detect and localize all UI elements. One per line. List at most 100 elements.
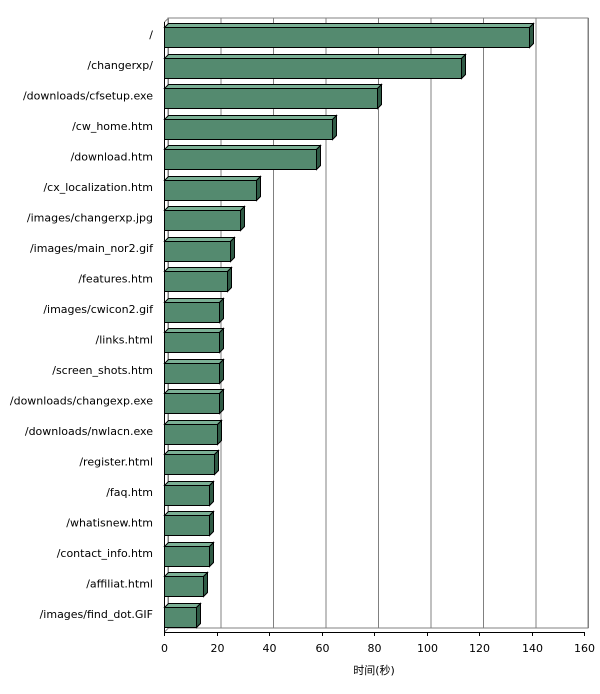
x-tick-label: 40 (263, 642, 277, 655)
bar-top (163, 359, 225, 364)
category-label: /whatisnew.htm (66, 516, 153, 529)
bar-top (163, 145, 322, 150)
bar-top (163, 603, 202, 608)
bar-side (217, 419, 222, 446)
category-label: /images/changerxp.jpg (27, 211, 153, 224)
category-label: /contact_info.htm (57, 547, 153, 560)
category-label: /downloads/nwlacn.exe (25, 425, 153, 438)
bar-side (316, 144, 321, 171)
category-label: /images/find_dot.GIF (40, 608, 153, 621)
bar-front (164, 515, 210, 536)
bar-front (164, 271, 228, 292)
bar-top (163, 237, 236, 242)
bar (163, 388, 225, 415)
bar-top (163, 84, 383, 89)
bar (163, 358, 225, 385)
x-tick-label: 120 (469, 642, 490, 655)
category-label: /images/cwicon2.gif (43, 303, 154, 316)
x-tick-label: 60 (316, 642, 330, 655)
category-label: /downloads/changexp.exe (10, 394, 153, 407)
bar (163, 297, 225, 324)
bar-top (163, 481, 215, 486)
bar-top (163, 389, 225, 394)
bar (163, 83, 383, 110)
bar-top (163, 542, 215, 547)
x-tick-label: 160 (574, 642, 595, 655)
bar-front (164, 424, 218, 445)
bar-side (214, 449, 219, 476)
bar-top (163, 115, 338, 120)
bar (163, 53, 467, 80)
category-label: /screen_shots.htm (52, 364, 153, 377)
bar-top (163, 420, 223, 425)
bar (163, 266, 233, 293)
bar (163, 449, 220, 476)
bar-side (219, 388, 224, 415)
bar-front (164, 241, 231, 262)
bar (163, 602, 202, 629)
x-tick-label: 20 (211, 642, 225, 655)
bar-side (209, 510, 214, 537)
bar-front (164, 210, 241, 231)
bar-front (164, 393, 220, 414)
bar (163, 571, 209, 598)
bar (163, 236, 236, 263)
bar (163, 327, 225, 354)
bar-side (227, 266, 232, 293)
bar (163, 22, 535, 49)
wall-edge (164, 17, 169, 23)
bar (163, 114, 338, 141)
bar-front (164, 607, 197, 628)
x-axis-label: 时间(秒) (353, 663, 395, 677)
category-label: /cw_home.htm (72, 120, 153, 133)
bar (163, 480, 215, 507)
bar (163, 175, 262, 202)
bar-front (164, 546, 210, 567)
bar-front (164, 363, 220, 384)
bar-side (377, 83, 382, 110)
bar (163, 541, 215, 568)
floor-edge (164, 627, 169, 633)
bar-top (163, 23, 535, 28)
bar-top (163, 54, 467, 59)
bar-top (163, 176, 262, 181)
bar-front (164, 88, 378, 109)
category-label: / (149, 28, 153, 41)
x-axis: 0 20 40 60 80 100 120 140 160 (161, 22, 595, 655)
bar-front (164, 119, 333, 140)
bar-side (230, 236, 235, 263)
x-tick-label: 140 (522, 642, 543, 655)
bar (163, 419, 223, 446)
category-label: /download.htm (71, 150, 153, 163)
category-label: /downloads/cfsetup.exe (23, 89, 153, 102)
category-label: /cx_localization.htm (43, 181, 153, 194)
bar-front (164, 27, 530, 48)
bar-side (219, 327, 224, 354)
bar-side (209, 480, 214, 507)
category-labels: / /changerxp/ /downloads/cfsetup.exe/cw_ho… (10, 28, 154, 621)
bar-side (219, 297, 224, 324)
bar-top (163, 511, 215, 516)
x-tick-label: 0 (161, 642, 168, 655)
bar-front (164, 302, 220, 323)
category-label: /faq.htm (106, 486, 153, 499)
bar-top (163, 298, 225, 303)
bar-side (461, 53, 466, 80)
bar-top (163, 267, 233, 272)
bar-front (164, 332, 220, 353)
bar-front (164, 58, 462, 79)
bar-side (203, 571, 208, 598)
x-tick-label: 100 (417, 642, 438, 655)
x-tick-label: 80 (368, 642, 382, 655)
bar-top (163, 328, 225, 333)
bar-side (240, 205, 245, 232)
bar-front (164, 149, 317, 170)
category-label: /affiliat.html (86, 577, 153, 590)
bar (163, 205, 246, 232)
category-label: /register.html (79, 455, 153, 468)
bar (163, 144, 322, 171)
bar-side (196, 602, 201, 629)
bar-side (209, 541, 214, 568)
category-label: /changerxp/ (87, 59, 153, 72)
